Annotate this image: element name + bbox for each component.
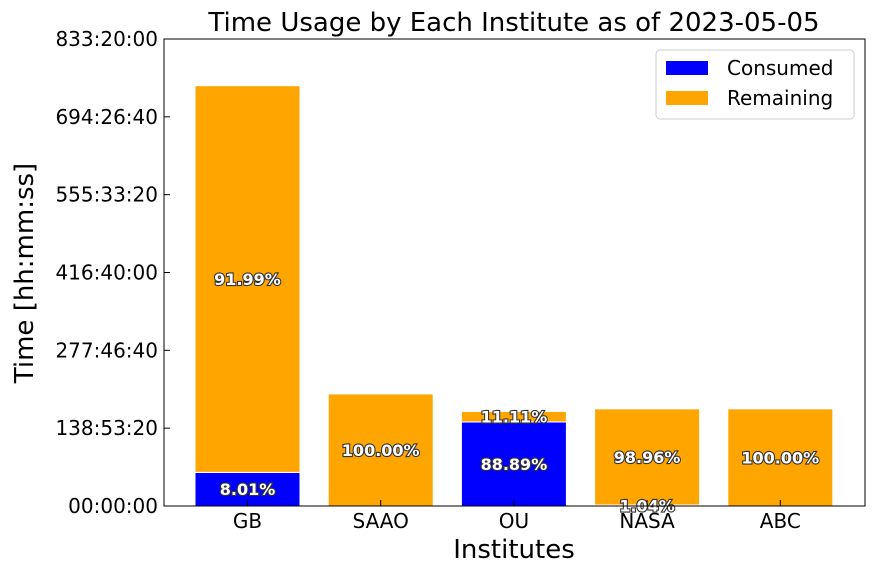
bar-consumed-ou: [460, 421, 567, 507]
bars-group: [194, 85, 834, 507]
bar-labels-group: 8.01%91.99%100.00%88.89%11.11%1.04%98.96…: [213, 269, 820, 517]
bar-label-remaining-saao: 100.00%: [342, 441, 420, 460]
y-axis-label: Time [hh:mm:ss]: [10, 163, 40, 384]
bar-label-consumed-ou: 88.89%: [481, 455, 548, 474]
bar-remaining-nasa: [594, 408, 701, 506]
x-axis-ticks: GB SAAO OU NASA ABC: [233, 500, 801, 533]
legend-swatch-consumed: [666, 61, 708, 75]
x-tick-label: GB: [233, 509, 262, 533]
chart-title: Time Usage by Each Institute as of 2023-…: [207, 8, 819, 38]
y-axis-ticks: 00:00:00 138:53:20 277:46:40 416:40:00 555:3…: [55, 27, 170, 518]
x-tick-label: NASA: [619, 509, 675, 533]
bar-label-remaining-abc: 100.00%: [741, 448, 819, 467]
y-tick-label: 555:33:20: [55, 183, 158, 207]
bar-label-remaining-ou: 11.11%: [481, 408, 548, 427]
bar-label-remaining-gb: 91.99%: [214, 270, 281, 289]
bar-label-consumed-gb: 8.01%: [220, 480, 276, 499]
y-tick-label: 277:46:40: [55, 338, 158, 362]
y-tick-label: 694:26:40: [55, 105, 158, 129]
legend-label-remaining: Remaining: [727, 86, 833, 110]
x-tick-label: SAAO: [353, 509, 409, 533]
x-tick-label: OU: [499, 509, 529, 533]
bar-remaining-saao: [327, 393, 434, 507]
y-tick-label: 416:40:00: [55, 260, 158, 284]
bar-remaining-abc: [727, 408, 834, 507]
legend: Consumed Remaining: [655, 49, 855, 120]
x-tick-label: ABC: [760, 509, 801, 533]
legend-label-consumed: Consumed: [727, 56, 833, 80]
legend-swatch-remaining: [666, 91, 708, 105]
bar-label-remaining-nasa: 98.96%: [614, 448, 681, 467]
bar-remaining-gb: [194, 85, 301, 473]
y-tick-label: 833:20:00: [55, 27, 158, 51]
plot-frame: [163, 38, 866, 507]
y-tick-label: 00:00:00: [68, 494, 158, 518]
y-tick-label: 138:53:20: [55, 416, 158, 440]
x-axis-label: Institutes: [453, 535, 575, 565]
bar-remaining-ou: [460, 410, 567, 423]
